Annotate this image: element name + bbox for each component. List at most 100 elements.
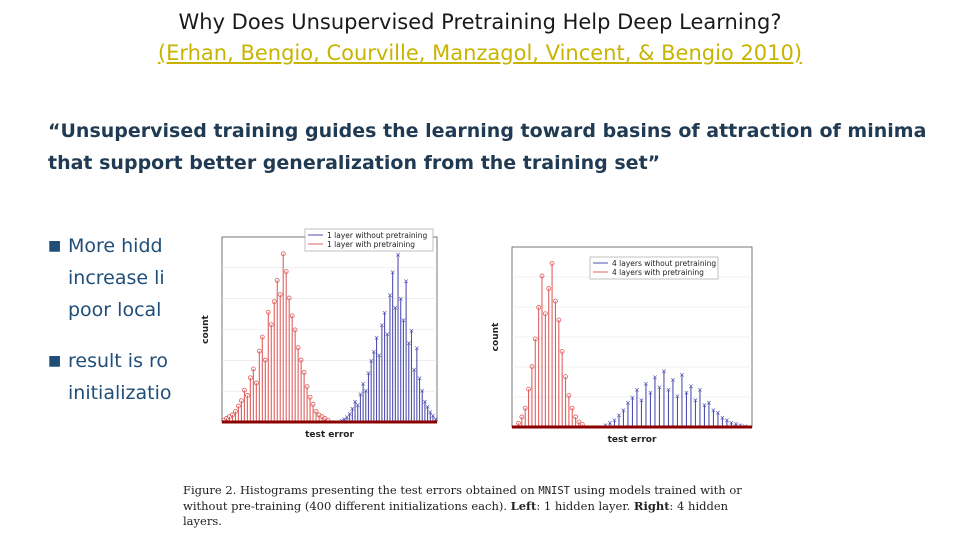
bar-marker-x: ×	[392, 304, 398, 312]
bar-marker-x: ×	[679, 371, 685, 379]
y-axis-label: count	[491, 322, 501, 351]
bar-marker-x: ×	[652, 374, 658, 382]
bar-marker-x: ×	[414, 345, 420, 353]
bar-marker-x: ×	[643, 380, 649, 388]
bar-marker-x: ×	[738, 421, 744, 429]
bar-marker-circle	[313, 408, 319, 414]
caption-left-label: Left	[510, 499, 537, 513]
bullet-1: ■ More hidd increase li poor local	[48, 230, 188, 326]
bar-marker-x: ×	[621, 406, 627, 414]
bar-marker-x: ×	[630, 394, 636, 402]
bar-marker-x: ×	[366, 369, 372, 377]
bar-marker-x: ×	[666, 386, 672, 394]
bar-marker-x: ×	[360, 380, 366, 388]
bar-marker-x: ×	[702, 401, 708, 409]
bar-marker-x: ×	[400, 316, 406, 324]
bar-marker-x: ×	[390, 269, 396, 277]
bar-marker-circle	[250, 366, 256, 372]
bar-marker-x: ×	[657, 384, 663, 392]
legend-box	[589, 256, 719, 280]
bullet-1-line-3: poor local	[68, 299, 162, 321]
bar-marker-circle	[298, 357, 304, 363]
bar-marker-circle	[556, 317, 562, 323]
legend-entry: 1 layer without pretraining	[327, 231, 428, 240]
bar-marker-circle	[519, 414, 525, 420]
bar-marker-circle	[277, 292, 283, 297]
bar-marker-circle	[274, 277, 280, 283]
histogram-left-svg: ××××××××××××××××××××××××××××××××××××1 la…	[201, 228, 439, 440]
bar-marker-x: ×	[688, 382, 694, 390]
legend-entry: 1 layer with pretraining	[327, 240, 415, 249]
x-axis-label: test error	[305, 430, 354, 440]
bar-marker-x: ×	[395, 251, 401, 259]
bar-marker-x: ×	[648, 389, 654, 397]
bar-marker-circle	[573, 414, 578, 420]
bar-marker-x: ×	[368, 357, 374, 365]
bar-marker-circle	[563, 374, 568, 380]
bar-marker-x: ×	[347, 410, 353, 418]
bar-marker-circle	[522, 405, 528, 411]
bar-marker-circle	[569, 405, 575, 411]
bar-marker-circle	[241, 387, 247, 393]
bar-marker-x: ×	[720, 414, 726, 422]
bar-marker-circle	[559, 349, 565, 354]
bar-marker-x: ×	[603, 421, 609, 429]
bar-marker-x: ×	[670, 376, 676, 384]
bar-marker-circle	[539, 273, 545, 279]
y-axis-label: count	[201, 314, 211, 343]
bullet-square-icon: ■	[48, 238, 62, 254]
slide-title: Why Does Unsupervised Pretraining Help D…	[178, 10, 782, 34]
bar-marker-circle	[289, 313, 295, 319]
bar-marker-x: ×	[357, 391, 363, 399]
bar-marker-x: ×	[398, 295, 404, 303]
bar-marker-circle	[549, 260, 555, 266]
caption-right-text: : 4 hidden layers.	[183, 499, 729, 528]
bar-marker-circle	[310, 401, 316, 407]
bar-marker-x: ×	[433, 415, 439, 423]
bar-marker-x: ×	[422, 398, 428, 406]
bar-marker-circle	[253, 380, 259, 386]
x-axis-label: test error	[608, 435, 657, 445]
bar-marker-x: ×	[349, 405, 355, 413]
bar-marker-x: ×	[616, 411, 622, 419]
bar-marker-x: ×	[384, 330, 390, 338]
caption-right-label: Right	[633, 499, 670, 513]
bar-marker-x: ×	[661, 367, 667, 375]
bar-marker-circle	[304, 384, 310, 389]
bar-marker-circle	[576, 419, 582, 425]
citation-link[interactable]: (Erhan, Bengio, Courville, Manzagol, Vin…	[157, 41, 803, 65]
bar-marker-circle	[546, 286, 552, 291]
bar-marker-circle	[239, 398, 244, 404]
histogram-right-svg: ××××××××××××××××××××××××××××××××4 layers…	[491, 246, 753, 445]
bar-marker-x: ×	[352, 398, 358, 406]
bar-marker-x: ×	[733, 420, 739, 428]
figure-caption: Figure 2. Histograms presenting the test…	[183, 483, 763, 529]
bar-marker-x: ×	[403, 277, 409, 285]
histogram-right: ××××××××××××××××××××××××××××××××4 layers…	[490, 235, 760, 445]
bar-marker-x: ×	[693, 396, 699, 404]
bar-marker-circle	[542, 311, 548, 317]
bar-marker-x: ×	[634, 386, 640, 394]
bar-marker-x: ×	[715, 409, 721, 417]
bar-marker-circle	[536, 305, 542, 310]
bullet-2-line-1: result is ro	[68, 350, 169, 372]
bar-marker-x: ×	[374, 334, 380, 342]
bar-marker-x: ×	[387, 292, 393, 300]
bar-marker-circle	[247, 375, 253, 381]
bar-marker-x: ×	[355, 401, 361, 409]
bar-marker-circle	[271, 299, 277, 305]
bullet-2-line-2: initializatio	[68, 382, 172, 404]
bar-marker-circle	[268, 322, 274, 328]
bar-marker-circle	[244, 393, 250, 398]
bar-marker-x: ×	[406, 339, 412, 347]
bar-marker-x: ×	[363, 387, 369, 395]
bar-marker-circle	[286, 295, 292, 301]
bar-marker-x: ×	[419, 387, 425, 395]
bar-marker-x: ×	[675, 393, 681, 401]
caption-dataset: MNIST	[538, 485, 570, 497]
bar-marker-x: ×	[379, 322, 385, 330]
bar-marker-circle	[301, 370, 307, 375]
bar-marker-circle	[230, 412, 235, 418]
bar-marker-x: ×	[430, 412, 436, 420]
